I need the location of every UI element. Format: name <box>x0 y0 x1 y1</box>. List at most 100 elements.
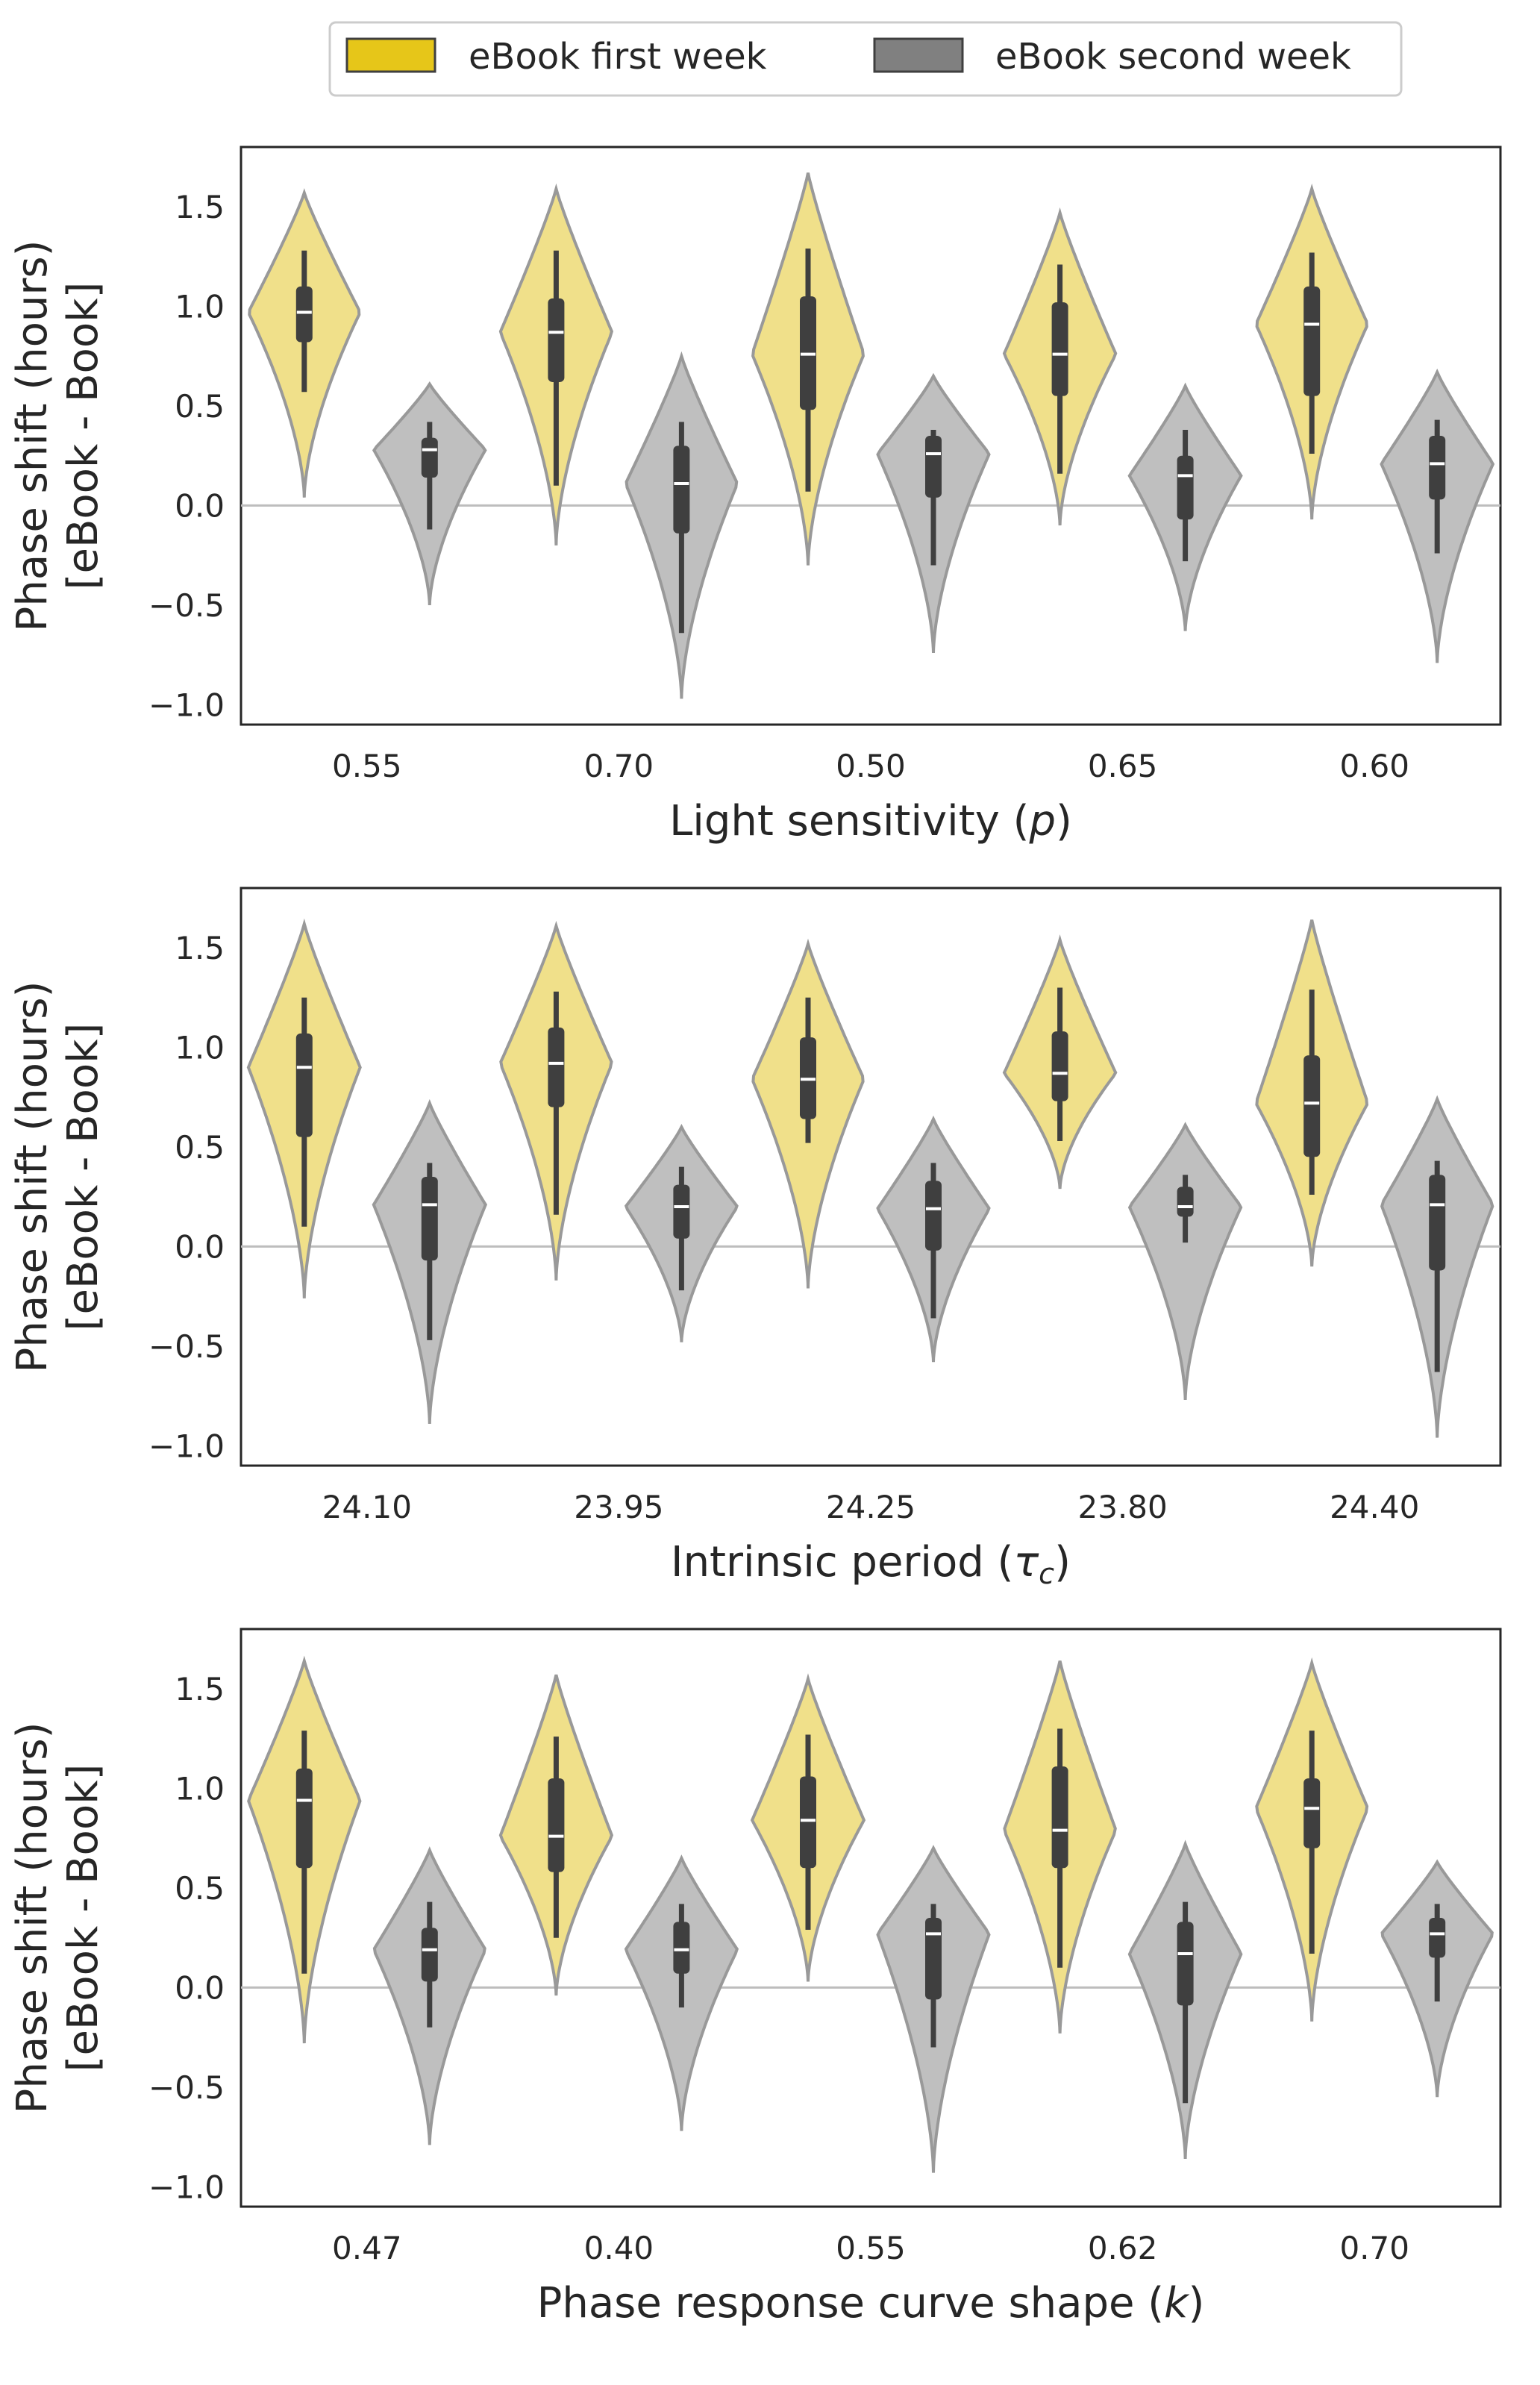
violin <box>625 351 739 699</box>
violin-iqr-box <box>1177 1187 1194 1217</box>
violin-iqr-box <box>1303 1778 1321 1848</box>
legend-label-first-week: eBook first week <box>469 36 767 78</box>
violin <box>498 183 614 546</box>
violin-iqr-box <box>925 1181 942 1251</box>
violin-iqr-box <box>548 298 565 382</box>
violin <box>1127 1122 1243 1400</box>
violin-iqr-box <box>295 1033 313 1137</box>
violin-iqr-box <box>673 446 690 534</box>
x-tick-label: 23.95 <box>574 1489 663 1525</box>
violin-iqr-box <box>1303 286 1321 396</box>
y-tick-label: 0.5 <box>175 1870 225 1907</box>
violin <box>624 1854 739 2131</box>
violin-iqr-box <box>1429 1918 1446 1958</box>
violin-iqr-box <box>548 1778 565 1872</box>
violin <box>1002 934 1118 1190</box>
violin <box>1380 1859 1494 2098</box>
violin-iqr-box <box>1177 455 1194 520</box>
violin <box>372 1098 488 1425</box>
x-tick-label: 0.47 <box>332 2230 402 2266</box>
violin-body <box>1127 1122 1243 1400</box>
panel-2: −1.0 −0.5 0.0 0.5 1.0 1.5 Phase shift (hours)[… <box>8 887 1502 1590</box>
y-tick-label: −0.5 <box>148 587 225 624</box>
violin-iqr-box <box>421 1928 438 1982</box>
y-tick-label: −0.5 <box>148 1328 225 1365</box>
violin-iqr-box <box>1429 436 1446 500</box>
violin <box>1255 1657 1369 2022</box>
y-axis-label-line-2: [eBook - Book] <box>59 1023 107 1331</box>
x-tick-label: 0.55 <box>836 2230 906 2266</box>
violin <box>246 918 362 1298</box>
y-tick-label: 1.5 <box>175 930 225 966</box>
y-tick-label: 0.5 <box>175 1129 225 1166</box>
x-axis-label: Intrinsic period (τc) <box>671 1538 1071 1590</box>
legend-frame <box>328 21 1403 97</box>
violin <box>876 1845 991 2173</box>
x-tick-label: 0.65 <box>1088 748 1158 784</box>
violin-iqr-box <box>1177 1922 1194 2006</box>
violin <box>1003 1660 1117 2034</box>
violin <box>499 920 613 1281</box>
x-tick-label: 0.62 <box>1088 2230 1158 2266</box>
violin-iqr-box <box>925 1918 942 2000</box>
violin <box>1380 368 1495 663</box>
x-tick-label: 0.60 <box>1339 748 1409 784</box>
violin-iqr-box <box>421 437 438 478</box>
violin-iqr-box <box>800 1776 816 1869</box>
violin-iqr-box <box>295 286 313 343</box>
panel-1: −1.0 −0.5 0.0 0.5 1.0 1.5 Phase shift (hours)[… <box>8 146 1502 845</box>
violin <box>1255 919 1369 1267</box>
x-axis-label: Light sensitivity (p) <box>669 797 1072 845</box>
y-tick-label: −1.0 <box>148 687 225 723</box>
violin-iqr-box <box>548 1027 565 1107</box>
panel-3: −1.0 −0.5 0.0 0.5 1.0 1.5 Phase shift (hours)[… <box>8 1628 1502 2328</box>
y-tick-label: 1.0 <box>175 289 225 325</box>
violin <box>1002 207 1118 526</box>
violin <box>876 1115 991 1363</box>
y-axis-label: Phase shift (hours) <box>8 1722 57 2114</box>
x-tick-label: 23.80 <box>1077 1489 1167 1525</box>
violin-iqr-box <box>295 1768 313 1869</box>
y-tick-label: 1.0 <box>175 1030 225 1066</box>
y-tick-label: −0.5 <box>148 2069 225 2106</box>
violin <box>247 1655 362 2044</box>
legend-swatch-first-week <box>345 37 436 73</box>
violin-iqr-box <box>421 1177 438 1261</box>
y-tick-label: 0.0 <box>175 1228 225 1265</box>
violin <box>876 372 991 653</box>
violin <box>1380 1095 1494 1438</box>
legend-swatch-second-week <box>873 37 964 73</box>
violin-iqr-box <box>673 1184 690 1239</box>
y-axis-label: Phase shift (hours) <box>8 981 57 1373</box>
violin-iqr-box <box>1051 302 1068 396</box>
x-tick-label: 24.40 <box>1330 1489 1419 1525</box>
violin <box>624 1123 739 1342</box>
x-tick-label: 0.70 <box>1339 2230 1409 2266</box>
y-tick-label: 0.0 <box>175 1969 225 2006</box>
violin <box>1127 382 1243 631</box>
violin-iqr-box <box>1051 1031 1068 1101</box>
violin-iqr-box <box>1429 1175 1446 1271</box>
violin <box>498 1674 614 1996</box>
violin-iqr-box <box>1303 1055 1321 1157</box>
legend: eBook first week eBook second week <box>328 21 1403 97</box>
y-axis-label-line-2: [eBook - Book] <box>59 1764 107 2072</box>
x-tick-label: 0.70 <box>584 748 654 784</box>
x-tick-label: 0.40 <box>584 2230 654 2266</box>
x-tick-label: 0.55 <box>332 748 402 784</box>
x-tick-label: 24.10 <box>322 1489 412 1525</box>
violin-iqr-box <box>673 1922 690 1974</box>
y-tick-label: −1.0 <box>148 2169 225 2205</box>
violin <box>372 381 487 605</box>
x-tick-label: 0.50 <box>836 748 906 784</box>
x-axis-label: Phase response curve shape (k) <box>537 2279 1205 2328</box>
y-tick-label: −1.0 <box>148 1428 225 1464</box>
y-axis-label-line-2: [eBook - Book] <box>59 282 107 590</box>
violin <box>372 1846 486 2145</box>
violin <box>751 172 865 566</box>
violin <box>1127 1839 1243 2159</box>
violin-iqr-box <box>1051 1766 1068 1869</box>
violin-iqr-box <box>925 436 942 498</box>
